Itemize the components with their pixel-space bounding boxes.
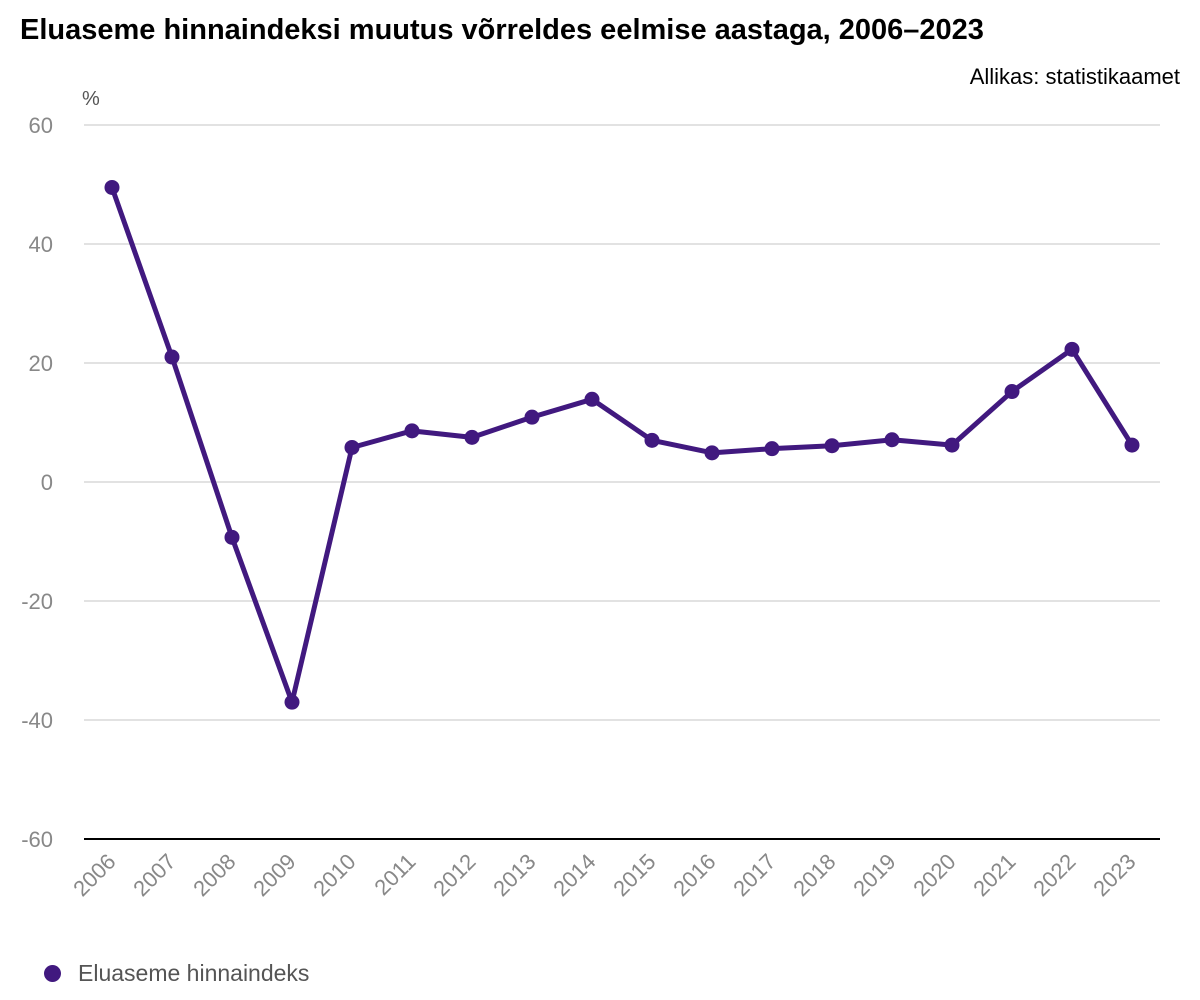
data-point xyxy=(644,432,660,448)
chart-title: Eluaseme hinnaindeksi muutus võrreldes e… xyxy=(20,14,984,46)
y-tick-label: 0 xyxy=(41,470,53,495)
x-tick-labels: 2006 2007 2008 2009 2010 2011 2012 2013 2014 2015… xyxy=(68,849,1140,901)
data-point xyxy=(704,445,720,461)
data-point xyxy=(224,529,240,545)
x-tick-label: 2015 xyxy=(608,849,660,901)
y-tick-label: 40 xyxy=(29,232,53,257)
x-tick-label: 2010 xyxy=(308,849,360,901)
data-point xyxy=(884,432,900,448)
data-point xyxy=(164,349,180,365)
y-tick-labels: 60 40 20 0 -20 -40 -60 xyxy=(21,113,53,852)
x-tick-label: 2009 xyxy=(248,849,300,901)
data-point xyxy=(344,439,360,455)
x-tick-label: 2019 xyxy=(848,849,900,901)
x-tick-label: 2007 xyxy=(128,849,180,901)
x-tick-label: 2017 xyxy=(728,849,780,901)
y-tick-label: 60 xyxy=(29,113,53,138)
data-point xyxy=(284,694,300,710)
x-tick-label: 2020 xyxy=(908,849,960,901)
legend-marker xyxy=(44,965,61,982)
x-tick-label: 2013 xyxy=(488,849,540,901)
series-line xyxy=(109,184,1135,705)
x-tick-label: 2008 xyxy=(188,849,240,901)
y-tick-label: -60 xyxy=(21,827,53,852)
data-point xyxy=(584,391,600,407)
data-point xyxy=(764,441,780,457)
data-point xyxy=(104,179,120,195)
y-tick-label: -40 xyxy=(21,708,53,733)
data-point xyxy=(1064,341,1080,357)
data-point xyxy=(824,438,840,454)
x-tick-label: 2012 xyxy=(428,849,480,901)
x-tick-label: 2023 xyxy=(1088,849,1140,901)
y-axis-unit-label: % xyxy=(82,88,100,110)
legend: Eluaseme hinnaindeks xyxy=(44,960,309,987)
x-tick-label: 2021 xyxy=(968,849,1020,901)
data-point xyxy=(1004,384,1020,400)
data-point xyxy=(404,423,420,439)
x-tick-label: 2022 xyxy=(1028,849,1080,901)
y-tick-label: -20 xyxy=(21,589,53,614)
data-point xyxy=(464,429,480,445)
grid-layer xyxy=(84,124,1160,840)
x-tick-label: 2006 xyxy=(68,849,120,901)
x-tick-label: 2014 xyxy=(548,849,600,901)
x-tick-label: 2018 xyxy=(788,849,840,901)
x-tick-label: 2011 xyxy=(369,849,420,900)
legend-label: Eluaseme hinnaindeks xyxy=(78,960,310,986)
data-point xyxy=(1124,437,1140,453)
x-tick-label: 2016 xyxy=(668,849,720,901)
data-point xyxy=(944,437,960,453)
y-tick-label: 20 xyxy=(29,351,53,376)
source-label: Allikas: statistikaamet xyxy=(969,64,1180,89)
series-layer xyxy=(104,179,1140,710)
data-point xyxy=(524,409,540,425)
